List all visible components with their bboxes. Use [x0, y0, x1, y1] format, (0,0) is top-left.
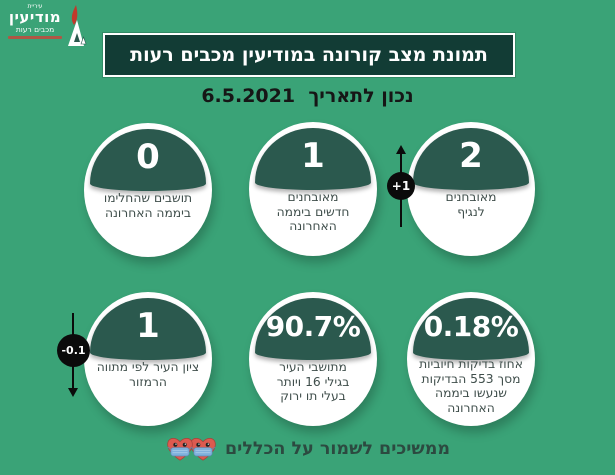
heart-with-mask-icon — [167, 438, 193, 461]
stat-value: 90.7% — [265, 309, 361, 343]
stat-value: 1 — [136, 306, 160, 346]
stat-value: 1 — [301, 136, 325, 176]
logo-city-prefix: עיריית — [27, 3, 43, 10]
city-logo: עיריית מודיעין מכבים רעות — [8, 3, 88, 50]
delta-down-badge: -0.1 — [57, 334, 90, 367]
stat-label: מתושבי העיר בגילי 16 ויותר בעלי תו ירוק — [276, 360, 350, 403]
stat-label: ציון העיר לפי מתווה הרמזור — [96, 360, 200, 389]
up-arrowhead-icon — [396, 145, 406, 154]
logo-city-name: מודיעין — [8, 8, 62, 27]
stat-value: 0.18% — [423, 309, 519, 343]
logo-tagline-bar — [8, 35, 62, 39]
stat-circle-city-score: 1 ציון העיר לפי מתווה הרמזור — [84, 292, 212, 426]
stat-circle-active-cases: 2 מאובחנים לנגיף — [407, 122, 535, 256]
delta-up-badge: +1 — [387, 172, 415, 200]
stat-value: 0 — [136, 137, 160, 177]
sail-flame-emblem-icon — [68, 5, 87, 46]
page-title: תמונת מצב קורונה במודיעין מכבים רעות — [130, 44, 488, 66]
footer-hearts — [165, 434, 218, 463]
stat-value: 2 — [459, 136, 483, 176]
stat-label: אחוז בדיקות חיוביות מסך 553 הבדיקות שנעש… — [419, 357, 523, 415]
date-label: נכון לתאריך — [308, 85, 414, 107]
stat-label: תושבים שהחלימו ביממה האחרונה — [103, 191, 193, 220]
logo-city-sub: מכבים רעות — [15, 25, 55, 35]
stat-circle-green-pass: 90.7% מתושבי העיר בגילי 16 ויותר בעלי תו… — [249, 292, 377, 426]
date-value: 6.5.2021 — [201, 85, 296, 107]
logo-text: עיריית מודיעין מכבים רעות — [8, 3, 62, 39]
down-arrowhead-icon — [68, 388, 78, 397]
date-line: נכון לתאריך 6.5.2021 — [0, 85, 615, 107]
footer-message: ממשיכים לשמור על הכללים — [224, 438, 451, 459]
stat-circle-new-cases: 1 מאובחנים חדשים ביממה האחרונה — [249, 122, 377, 256]
title-banner: תמונת מצב קורונה במודיעין מכבים רעות — [103, 33, 515, 77]
stat-label: מאובחנים חדשים ביממה האחרונה — [276, 190, 350, 233]
stat-label: מאובחנים לנגיף — [445, 190, 497, 219]
stat-circle-positive-rate: 0.18% אחוז בדיקות חיוביות מסך 553 הבדיקו… — [407, 292, 535, 426]
footer: ממשיכים לשמור על הכללים — [0, 434, 615, 463]
stat-circle-recovered: 0 תושבים שהחלימו ביממה האחרונה — [84, 123, 212, 257]
